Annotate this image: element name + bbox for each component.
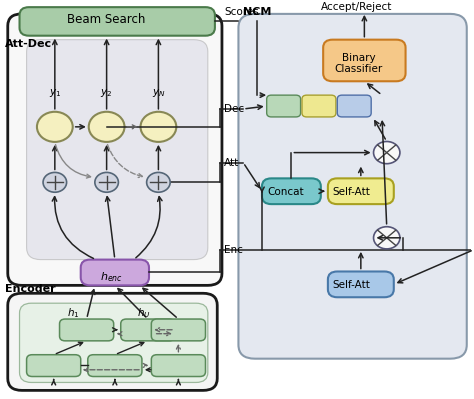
Text: $h_1$: $h_1$	[67, 306, 80, 320]
Text: Scores: Scores	[224, 7, 259, 17]
Circle shape	[374, 142, 400, 164]
Text: NCM: NCM	[243, 7, 272, 17]
FancyBboxPatch shape	[8, 14, 222, 285]
FancyBboxPatch shape	[238, 14, 467, 359]
FancyBboxPatch shape	[81, 260, 149, 285]
Text: $y_1$: $y_1$	[49, 87, 61, 99]
FancyBboxPatch shape	[27, 40, 208, 260]
Text: Self-Att: Self-Att	[332, 280, 370, 290]
Text: Att: Att	[224, 158, 239, 168]
Text: Dec: Dec	[224, 104, 245, 114]
Text: Binary
Classifier: Binary Classifier	[334, 53, 383, 74]
Circle shape	[43, 172, 67, 192]
Text: Accept/Reject: Accept/Reject	[320, 2, 392, 12]
FancyBboxPatch shape	[328, 271, 394, 297]
Text: Enc: Enc	[224, 245, 243, 255]
FancyBboxPatch shape	[19, 7, 215, 36]
Text: Encoder: Encoder	[5, 284, 56, 294]
Text: $h_{enc}$: $h_{enc}$	[100, 271, 123, 284]
FancyBboxPatch shape	[151, 319, 206, 341]
FancyBboxPatch shape	[328, 178, 394, 204]
FancyBboxPatch shape	[323, 40, 406, 81]
FancyBboxPatch shape	[337, 95, 371, 117]
Text: $h_U$: $h_U$	[137, 306, 151, 320]
FancyBboxPatch shape	[262, 178, 321, 204]
Circle shape	[89, 112, 125, 142]
FancyBboxPatch shape	[151, 355, 206, 377]
FancyBboxPatch shape	[267, 95, 301, 117]
Text: $y_N$: $y_N$	[152, 87, 165, 99]
FancyBboxPatch shape	[8, 293, 217, 390]
FancyBboxPatch shape	[302, 95, 336, 117]
FancyBboxPatch shape	[121, 319, 175, 341]
FancyBboxPatch shape	[88, 355, 142, 377]
Text: Beam Search: Beam Search	[67, 13, 146, 26]
Circle shape	[374, 227, 400, 249]
Text: Self-Att: Self-Att	[332, 187, 370, 197]
Circle shape	[140, 112, 176, 142]
Circle shape	[146, 172, 170, 192]
Text: Concat: Concat	[267, 187, 304, 197]
Circle shape	[37, 112, 73, 142]
FancyBboxPatch shape	[19, 303, 208, 383]
FancyBboxPatch shape	[27, 355, 81, 377]
Text: $y_2$: $y_2$	[100, 87, 113, 99]
Circle shape	[95, 172, 118, 192]
Text: Att-Dec: Att-Dec	[5, 39, 53, 49]
FancyBboxPatch shape	[60, 319, 114, 341]
